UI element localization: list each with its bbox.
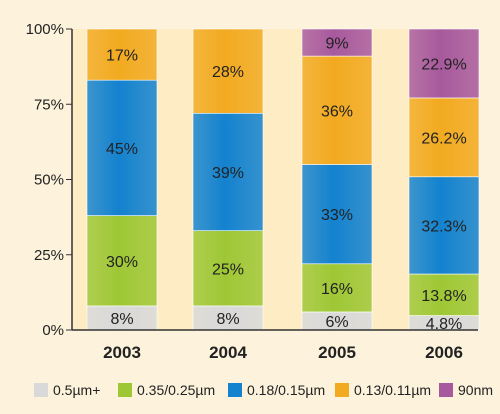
data-label: 30% xyxy=(106,254,138,271)
y-tick-label: 75% xyxy=(34,96,64,113)
data-label: 8% xyxy=(216,311,239,328)
y-tick-label: 100% xyxy=(26,21,64,38)
legend-label: 90nm xyxy=(458,382,493,398)
data-label: 25% xyxy=(212,261,244,278)
y-tick-label: 50% xyxy=(34,172,64,189)
legend-label: 0.18/0.15µm xyxy=(247,382,325,398)
data-label: 39% xyxy=(212,165,244,182)
bar-segment xyxy=(301,55,373,165)
data-label: 33% xyxy=(321,207,353,224)
data-label: 22.9% xyxy=(421,56,466,73)
data-label: 36% xyxy=(321,103,353,120)
legend-label: 0.13/0.11µm xyxy=(354,382,431,398)
data-label: 17% xyxy=(106,48,138,65)
bar-segment xyxy=(408,273,480,316)
bar-segment xyxy=(192,230,264,307)
x-tick-label: 2006 xyxy=(425,343,463,362)
data-label: 26.2% xyxy=(421,130,466,147)
legend-label: 0.5µm+ xyxy=(53,382,100,398)
bar-segment xyxy=(408,176,480,275)
bar-segment xyxy=(86,305,158,331)
data-label: 16% xyxy=(321,281,353,298)
data-label: 9% xyxy=(325,36,348,53)
bar-segment xyxy=(86,215,158,307)
bar-segment xyxy=(301,263,373,313)
data-label: 8% xyxy=(110,311,133,328)
legend-swatch xyxy=(228,383,242,397)
bar-segment xyxy=(86,28,158,81)
data-label: 28% xyxy=(212,64,244,81)
bar-segment xyxy=(408,97,480,178)
y-tick-label: 25% xyxy=(34,247,64,264)
bar-segment xyxy=(192,28,264,114)
legend-swatch xyxy=(34,383,48,397)
data-label: 4.8% xyxy=(426,316,462,333)
x-tick-label: 2003 xyxy=(103,343,141,362)
bar-segment xyxy=(86,79,158,216)
bar-segment xyxy=(192,305,264,331)
data-label: 32.3% xyxy=(421,218,466,235)
data-label: 45% xyxy=(106,141,138,158)
data-label: 6% xyxy=(325,314,348,331)
legend-label: 0.35/0.25µm xyxy=(137,382,215,398)
bar-segment xyxy=(301,164,373,265)
bar-segment xyxy=(408,28,480,99)
legend-swatch xyxy=(335,383,349,397)
legend-swatch xyxy=(439,383,453,397)
x-tick-label: 2005 xyxy=(318,343,356,362)
bar-segment xyxy=(301,28,373,57)
data-label: 13.8% xyxy=(421,288,466,305)
y-tick-label: 0% xyxy=(42,322,64,339)
x-tick-label: 2004 xyxy=(209,343,247,362)
legend-swatch xyxy=(118,383,132,397)
